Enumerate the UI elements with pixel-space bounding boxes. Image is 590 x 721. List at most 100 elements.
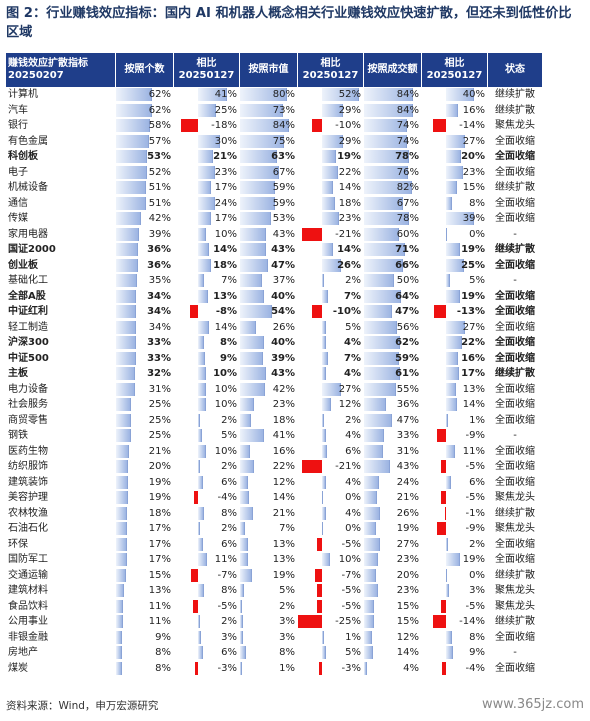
positive-bar <box>116 181 147 194</box>
positive-bar <box>116 289 137 303</box>
status-label: 继续扩散 <box>495 89 535 100</box>
value-cell: 31% <box>116 382 174 398</box>
positive-bar <box>364 119 408 132</box>
positive-bar <box>364 382 397 396</box>
positive-bar <box>322 506 326 520</box>
row-label: 建筑装饰 <box>8 476 48 488</box>
value-cell: 14% <box>298 180 364 196</box>
value-cell: 43% <box>240 227 298 243</box>
value-label: 8% <box>221 507 237 519</box>
value-label: 23% <box>462 166 485 178</box>
value-label: 17% <box>461 368 485 379</box>
positive-bar <box>322 320 327 334</box>
value-label: 18% <box>272 414 295 426</box>
value-label: 47% <box>271 259 295 271</box>
value-cell: 82% <box>364 180 422 196</box>
value-cell: 27% <box>422 320 488 336</box>
value-label: 8% <box>221 585 237 596</box>
positive-bar <box>240 258 268 272</box>
positive-bar <box>364 196 404 210</box>
positive-bar <box>240 615 243 628</box>
positive-bar <box>322 413 325 427</box>
positive-bar <box>364 367 400 380</box>
value-label: 2% <box>279 600 295 612</box>
value-label: 40% <box>271 337 295 348</box>
positive-bar <box>240 367 266 380</box>
positive-bar <box>198 553 207 566</box>
table-row: 轻工制造 34% 14% 26% 5% 56% 27% 全面收缩 <box>6 320 584 336</box>
status-label: 全面收缩 <box>495 135 535 147</box>
positive-bar <box>116 599 124 613</box>
positive-bar <box>198 646 204 659</box>
status-label: 全面收缩 <box>495 383 535 395</box>
negative-bar <box>317 584 322 597</box>
value-cell: 71% <box>364 242 422 258</box>
value-cell: 74% <box>364 134 422 150</box>
value-cell: 7% <box>174 273 240 289</box>
positive-bar <box>240 599 243 613</box>
value-label: 23% <box>396 585 419 596</box>
positive-bar <box>364 258 403 272</box>
value-cell: 23% <box>364 583 422 599</box>
row-label: 银行 <box>8 120 28 131</box>
value-cell: 14% <box>174 320 240 336</box>
positive-bar <box>364 475 379 489</box>
value-cell: 15% <box>364 614 422 630</box>
value-cell: 12% <box>364 630 422 646</box>
value-cell: 1% <box>422 413 488 429</box>
value-label: 14% <box>396 647 419 658</box>
value-label: 5% <box>279 585 295 596</box>
table-row: 医药生物 21% 10% 16% 6% 31% 11% 全面收缩 <box>6 444 584 460</box>
positive-bar <box>116 103 153 117</box>
table-row: 煤炭 8% -3% 1% -3% 4% -4% 全面收缩 <box>6 661 584 677</box>
value-cell: 55% <box>364 382 422 398</box>
status-label: 聚焦龙头 <box>495 585 535 596</box>
value-cell: 61% <box>364 366 422 382</box>
negative-bar <box>312 305 322 318</box>
row-label: 中证红利 <box>8 306 48 317</box>
positive-bar <box>322 88 359 101</box>
column-header: 相比 20250127 <box>298 53 364 87</box>
value-cell: 59% <box>364 351 422 367</box>
status-label: 继续扩散 <box>495 244 535 255</box>
value-cell: 23% <box>174 165 240 181</box>
value-cell: 14% <box>422 397 488 413</box>
value-cell: 12% <box>240 475 298 491</box>
positive-bar <box>198 475 204 489</box>
value-cell: -9% <box>422 428 488 444</box>
value-cell: 19% <box>364 521 422 537</box>
value-label: 43% <box>272 228 295 240</box>
positive-bar <box>240 382 265 396</box>
table-row: 国防军工 17% 11% 13% 10% 23% 19% 全面收缩 <box>6 552 584 568</box>
negative-bar <box>193 599 198 613</box>
value-cell: -5% <box>174 599 240 615</box>
value-cell: 25% <box>116 397 174 413</box>
positive-bar <box>364 320 397 334</box>
value-cell: -8% <box>174 304 240 320</box>
value-cell: 40% <box>240 335 298 351</box>
value-label: -3% <box>341 662 361 674</box>
value-cell: 84% <box>364 103 422 119</box>
value-cell: 52% <box>116 165 174 181</box>
value-label: 12% <box>396 631 419 643</box>
row-label: 国防军工 <box>8 554 48 565</box>
positive-bar <box>198 367 206 380</box>
value-cell: -1% <box>422 506 488 522</box>
value-cell: 8% <box>116 645 174 661</box>
positive-bar <box>116 661 122 675</box>
positive-bar <box>322 444 328 458</box>
table-row: 非银金融 9% 3% 3% 1% 12% 8% 全面收缩 <box>6 630 584 646</box>
value-cell: 75% <box>240 134 298 150</box>
value-cell: 16% <box>422 351 488 367</box>
value-cell: -5% <box>422 459 488 475</box>
value-label: 63% <box>271 151 295 162</box>
row-label: 商贸零售 <box>8 414 48 426</box>
value-cell: 25% <box>116 428 174 444</box>
positive-bar <box>240 522 245 535</box>
value-cell: 3% <box>174 630 240 646</box>
value-cell: 43% <box>364 459 422 475</box>
value-label: 14% <box>337 244 361 255</box>
value-label: 11% <box>214 554 237 565</box>
status-label: 聚焦龙头 <box>495 120 535 131</box>
status-label: 聚焦龙头 <box>495 523 535 534</box>
